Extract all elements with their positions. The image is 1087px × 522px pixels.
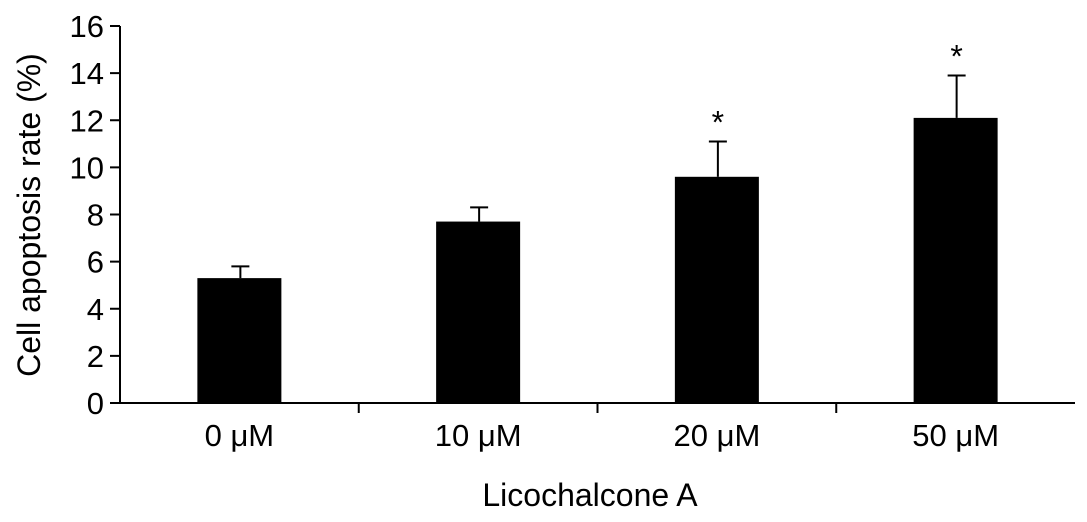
plot-area: 0 2 4 6 8 10 12 14 16 0 μM 10 μM * 20 μM * 50 μM bbox=[70, 9, 1075, 453]
x-tick-label: 10 μM bbox=[435, 418, 522, 453]
y-tick-label: 4 bbox=[87, 292, 104, 327]
bar bbox=[436, 221, 521, 403]
significance-marker: * bbox=[712, 104, 724, 140]
bar bbox=[197, 278, 282, 403]
x-tick-label: 0 μM bbox=[205, 418, 275, 453]
y-tick-label: 10 bbox=[70, 150, 104, 185]
x-tick-label: 50 μM bbox=[912, 418, 999, 453]
y-tick-label: 12 bbox=[70, 103, 104, 138]
y-tick-label: 6 bbox=[87, 245, 104, 280]
x-tick-label: 20 μM bbox=[673, 418, 760, 453]
bar bbox=[913, 117, 998, 404]
y-tick-label: 16 bbox=[70, 9, 104, 44]
y-axis-title: Cell apoptosis rate (%) bbox=[11, 53, 47, 377]
significance-marker: * bbox=[950, 38, 962, 74]
bar bbox=[674, 176, 759, 403]
x-axis-title: Licochalcone A bbox=[482, 477, 698, 513]
y-tick-label: 8 bbox=[87, 198, 104, 233]
y-tick-label: 2 bbox=[87, 339, 104, 374]
y-tick-label: 0 bbox=[87, 386, 104, 421]
y-tick-label: 14 bbox=[70, 56, 104, 91]
